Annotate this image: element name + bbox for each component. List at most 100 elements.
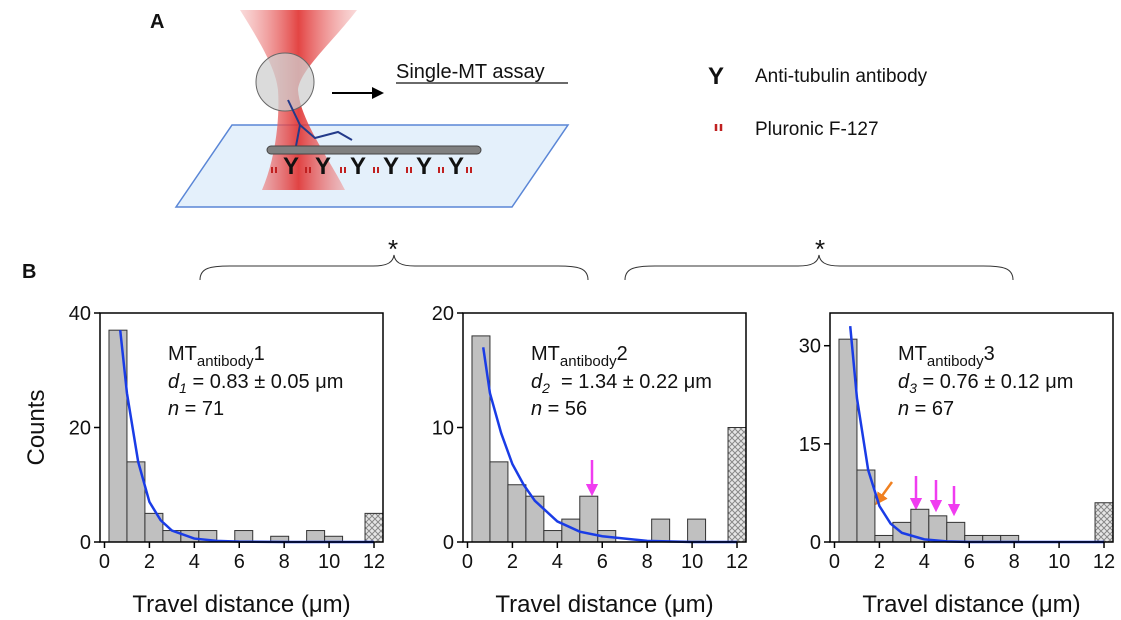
x-tick-label: 10 <box>318 551 340 573</box>
significance: * <box>815 234 825 264</box>
bar <box>928 515 948 543</box>
bar <box>234 530 254 543</box>
legend-label: Anti-tubulin antibody <box>755 66 928 87</box>
y-tick-label: 30 <box>799 336 821 358</box>
bead <box>255 52 315 112</box>
legend-label: Pluronic F-127 <box>755 119 879 140</box>
annotation-part: 2 <box>617 343 628 365</box>
antibody: Y <box>350 153 366 180</box>
y-axis-label: Counts <box>23 389 50 465</box>
bar <box>489 461 509 543</box>
pluronic <box>271 167 472 173</box>
bar <box>525 495 545 543</box>
motor <box>287 99 353 147</box>
x-tick-label: 4 <box>919 551 930 573</box>
x-axis-label: Travel distance (μm) <box>495 591 713 618</box>
annotation: n = 67 <box>898 398 954 420</box>
panel-label: B <box>22 261 36 283</box>
antibodies: Y Y Y Y Y Y <box>283 153 464 180</box>
annotation-part: MT <box>898 343 927 365</box>
x-tick-label: 2 <box>874 551 885 573</box>
brace <box>199 254 589 281</box>
brace <box>624 254 1014 281</box>
bar <box>651 518 671 543</box>
annotation: MTantibody1 <box>168 343 265 370</box>
antibody: Y <box>416 153 432 180</box>
annotation: d1 = 0.83 ± 0.05 μm <box>168 371 343 396</box>
overflow-bar <box>364 512 384 543</box>
feature-arrow <box>875 481 894 506</box>
legend-symbol: Y <box>708 63 724 90</box>
annotation-part: n <box>168 398 179 420</box>
antibody: Y <box>383 153 399 180</box>
antibody: Y <box>283 153 299 180</box>
x-tick-label: 6 <box>234 551 245 573</box>
annotation-part: n <box>898 398 909 420</box>
annotation-part: 2 <box>541 380 550 396</box>
y-tick-label: 0 <box>80 532 91 554</box>
annotation-part: antibody <box>927 353 984 370</box>
x-tick-label: 10 <box>681 551 703 573</box>
panel-label: A <box>150 11 164 33</box>
x-tick-label: 12 <box>1093 551 1115 573</box>
bar <box>874 534 894 543</box>
x-tick-label: 12 <box>726 551 748 573</box>
annotation-part: = 67 <box>909 398 954 420</box>
x-axis-label: Travel distance (μm) <box>132 591 350 618</box>
annotation-part: = 0.83 ± 0.05 μm <box>187 371 343 393</box>
annotation: n = 56 <box>531 398 587 420</box>
annotation-part: antibody <box>197 353 254 370</box>
annotation-part: MT <box>531 343 560 365</box>
annotation-part: 3 <box>984 343 995 365</box>
annotation-part: 1 <box>254 343 265 365</box>
annotation-part: antibody <box>560 353 617 370</box>
overflow-bar <box>1094 502 1114 543</box>
fit-curve <box>481 347 738 544</box>
annotation-part: d <box>531 371 543 393</box>
legend-symbol <box>714 124 723 131</box>
annotation-part: = 0.76 ± 0.12 μm <box>917 371 1073 393</box>
x-tick-label: 2 <box>144 551 155 573</box>
diagram-title: Single-MT assay <box>396 61 545 83</box>
annotation-part: = 71 <box>179 398 224 420</box>
x-tick-label: 12 <box>363 551 385 573</box>
glass-slide <box>174 124 570 208</box>
x-tick-label: 0 <box>829 551 840 573</box>
y-tick-label: 0 <box>810 532 821 554</box>
x-tick-label: 6 <box>964 551 975 573</box>
x-tick-label: 2 <box>507 551 518 573</box>
x-tick-label: 8 <box>279 551 290 573</box>
annotation-part: n <box>531 398 542 420</box>
y-tick-label: 0 <box>443 532 454 554</box>
x-tick-label: 4 <box>552 551 563 573</box>
annotation-part: 1 <box>179 380 187 396</box>
overflow-bar <box>727 427 747 543</box>
antibody: Y <box>448 153 464 180</box>
y-tick-label: 20 <box>432 303 454 325</box>
microtubule <box>266 145 482 155</box>
annotation: MTantibody3 <box>898 343 995 370</box>
annotation-part: = 1.34 ± 0.22 μm <box>550 371 712 393</box>
bar <box>687 518 707 543</box>
annotation-part: = 56 <box>542 398 587 420</box>
bar <box>946 521 966 543</box>
y-tick-label: 40 <box>69 303 91 325</box>
x-tick-label: 0 <box>462 551 473 573</box>
y-tick-label: 10 <box>432 418 454 440</box>
x-tick-label: 0 <box>99 551 110 573</box>
x-tick-label: 4 <box>189 551 200 573</box>
bar <box>306 530 326 543</box>
annotation: n = 71 <box>168 398 224 420</box>
annotation: MTantibody2 <box>531 343 628 370</box>
x-tick-label: 10 <box>1048 551 1070 573</box>
annotation-part: 3 <box>909 380 917 396</box>
annotation: d3 = 0.76 ± 0.12 μm <box>898 371 1073 396</box>
x-tick-label: 8 <box>642 551 653 573</box>
annotation: d2 = 1.34 ± 0.22 μm <box>531 371 712 396</box>
annotation-part: d <box>898 371 910 393</box>
significance: * <box>388 234 398 264</box>
bar <box>507 484 527 543</box>
annotation-part: MT <box>168 343 197 365</box>
y-tick-label: 20 <box>69 418 91 440</box>
